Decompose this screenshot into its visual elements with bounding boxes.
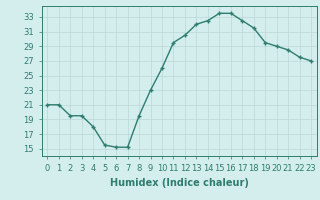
X-axis label: Humidex (Indice chaleur): Humidex (Indice chaleur) [110, 178, 249, 188]
